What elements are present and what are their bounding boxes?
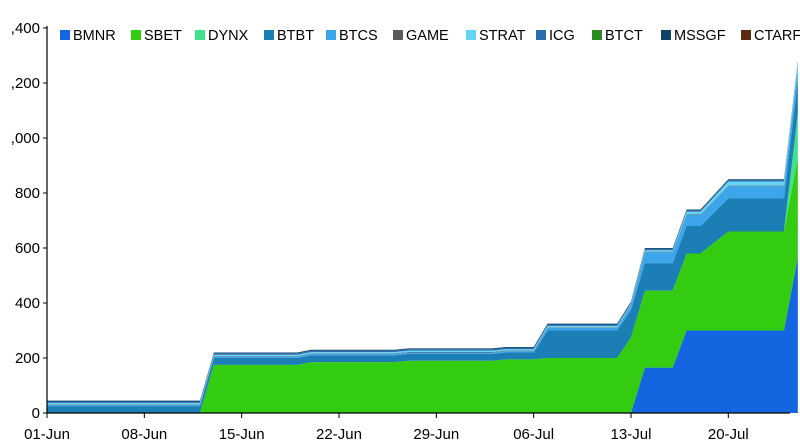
y-tick-label: ,200 (11, 75, 40, 92)
legend-label: ICG (549, 28, 575, 44)
legend-item-game: GAME (393, 28, 449, 44)
legend-item-btcs: BTCS (326, 28, 378, 44)
legend-label: DYNX (208, 28, 249, 44)
area-layers (47, 61, 798, 413)
legend-swatch (466, 30, 476, 40)
legend-item-icg: ICG (536, 28, 575, 44)
legend-item-strat: STRAT (466, 28, 526, 44)
area-bmnr (47, 257, 798, 413)
legend-swatch (536, 30, 546, 40)
legend-label: STRAT (479, 28, 526, 44)
y-tick-label: 200 (15, 350, 40, 367)
legend-item-btct: BTCT (592, 28, 643, 44)
legend-swatch (741, 30, 751, 40)
legend-item-mssgf: MSSGF (661, 28, 726, 44)
y-tick-label: ,000 (11, 130, 40, 147)
legend-swatch (131, 30, 141, 40)
y-tick-label: 800 (15, 185, 40, 202)
y-tick-label: ,400 (11, 20, 40, 37)
x-tick-label: 06-Jul (513, 426, 554, 443)
legend-label: BTCT (605, 28, 643, 44)
legend-label: SBET (144, 28, 182, 44)
axes: ,400 ,200 ,000 800 600 400 200 0 01-Jun 08-Jun 15-… (11, 20, 790, 443)
y-tick-label: 0 (32, 405, 40, 422)
legend-label: MSSGF (674, 28, 726, 44)
legend: BMNR SBET DYNX BTBT BTCS GAME STRAT ICG BTCT MSSG… (60, 28, 800, 44)
area-sbet (47, 157, 798, 413)
legend-item-ctarf: CTARF (741, 28, 800, 44)
legend-swatch (326, 30, 336, 40)
x-tick-label: 20-Jul (708, 426, 749, 443)
x-tick-label: 08-Jun (121, 426, 167, 443)
x-tick-label: 01-Jun (24, 426, 70, 443)
legend-label: GAME (406, 28, 449, 44)
x-tick-label: 22-Jun (316, 426, 362, 443)
y-tick-label: 400 (15, 295, 40, 312)
legend-label: BTCS (339, 28, 378, 44)
legend-label: BMNR (73, 28, 116, 44)
legend-label: CTARF (754, 28, 800, 44)
x-tick-label: 29-Jun (413, 426, 459, 443)
legend-item-bmnr: BMNR (60, 28, 116, 44)
y-tick-label: 600 (15, 240, 40, 257)
legend-item-dynx: DYNX (195, 28, 249, 44)
legend-swatch (393, 30, 403, 40)
legend-item-btbt: BTBT (264, 28, 314, 44)
legend-item-sbet: SBET (131, 28, 182, 44)
legend-swatch (60, 30, 70, 40)
legend-label: BTBT (277, 28, 314, 44)
legend-swatch (661, 30, 671, 40)
legend-swatch (592, 30, 602, 40)
legend-swatch (264, 30, 274, 40)
x-tick-label: 13-Jul (611, 426, 652, 443)
x-tick-label: 15-Jun (219, 426, 265, 443)
legend-swatch (195, 30, 205, 40)
